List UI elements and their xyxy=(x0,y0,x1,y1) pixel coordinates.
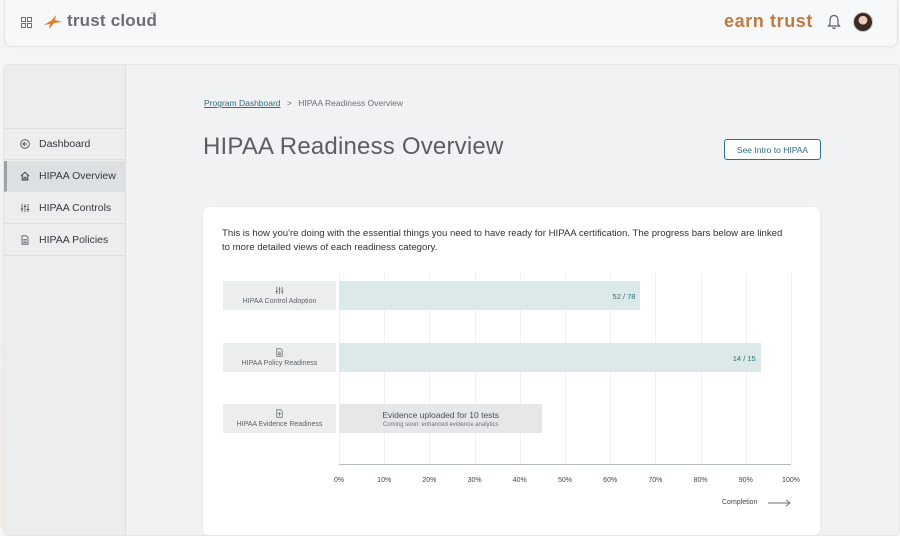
readiness-card: This is how you're doing with the essent… xyxy=(203,207,820,535)
trademark-symbol: ™ xyxy=(150,12,156,18)
card-description: This is how you're doing with the essent… xyxy=(222,228,783,253)
document-icon xyxy=(21,235,29,245)
sidebar-item-hipaa-controls[interactable]: HIPAA Controls xyxy=(4,193,125,224)
sliders-icon xyxy=(275,286,284,295)
progress-bar[interactable]: 52 / 78 xyxy=(339,281,641,310)
main-container: Dashboard HIPAA Overview HIPAA Controls … xyxy=(3,64,900,536)
sidebar-item-hipaa-policies[interactable]: HIPAA Policies xyxy=(4,225,125,256)
x-axis-line xyxy=(339,464,791,465)
gridline xyxy=(791,273,792,464)
top-bar: trust cloud ™ earn trust xyxy=(4,0,898,47)
circle-arrow-left-icon xyxy=(20,139,30,149)
progress-bar[interactable]: 14 / 15 xyxy=(339,343,761,372)
x-axis-label: Completion xyxy=(722,499,758,506)
trustcloud-bird-logo-icon xyxy=(44,15,62,29)
readiness-chart: HIPAA Control Adoption HIPAA Policy Read… xyxy=(203,207,820,535)
home-icon xyxy=(20,171,30,181)
evidence-placeholder: Evidence uploaded for 10 tests Coming so… xyxy=(339,404,543,433)
x-tick-label: 90% xyxy=(738,477,753,484)
x-tick-label: 80% xyxy=(693,477,708,484)
row-label-text: HIPAA Evidence Readiness xyxy=(236,421,323,428)
x-tick-label: 20% xyxy=(422,477,437,484)
breadcrumb-separator: > xyxy=(286,98,292,108)
sidebar-item-label: HIPAA Controls xyxy=(39,202,112,214)
breadcrumb-current: HIPAA Readiness Overview xyxy=(298,98,403,108)
evidence-main-text: Evidence uploaded for 10 tests xyxy=(382,409,500,420)
x-tick-label: 50% xyxy=(557,477,573,484)
bar-value-label: 52 / 78 xyxy=(612,292,636,301)
row-label-text: HIPAA Control Adoption xyxy=(242,298,317,305)
app-grid-icon[interactable] xyxy=(21,17,32,28)
bar-value-label: 14 / 15 xyxy=(732,354,756,363)
partner-logo-text: earn trust xyxy=(723,11,813,31)
x-tick-label: 0% xyxy=(333,477,345,484)
brand-logo-text[interactable]: trust cloud xyxy=(67,11,158,30)
page-title: HIPAA Readiness Overview xyxy=(203,133,504,160)
sliders-icon xyxy=(20,204,30,212)
x-tick-label: 10% xyxy=(377,477,392,484)
breadcrumb: Program Dashboard > HIPAA Readiness Over… xyxy=(204,98,403,108)
x-tick-label: 100% xyxy=(782,477,800,484)
x-tick-label: 60% xyxy=(603,477,618,484)
see-intro-button[interactable]: See Intro to HIPAA xyxy=(724,139,821,160)
row-label-control-adoption[interactable]: HIPAA Control Adoption xyxy=(223,281,336,310)
x-tick-label: 70% xyxy=(648,477,663,484)
row-label-text: HIPAA Policy Readiness xyxy=(241,360,318,367)
sidebar-item-hipaa-overview[interactable]: HIPAA Overview xyxy=(4,161,125,192)
arrow-right-icon xyxy=(768,499,791,507)
user-avatar[interactable] xyxy=(853,12,873,32)
row-label-evidence-readiness[interactable]: HIPAA Evidence Readiness xyxy=(223,404,336,433)
sidebar-item-dashboard[interactable]: Dashboard xyxy=(4,129,125,160)
sidebar-item-label: HIPAA Policies xyxy=(39,234,109,246)
document-upload-icon xyxy=(276,409,283,418)
row-label-policy-readiness[interactable]: HIPAA Policy Readiness xyxy=(223,343,336,372)
notification-bell-icon[interactable] xyxy=(827,14,841,30)
x-tick-label: 40% xyxy=(512,477,527,484)
document-icon xyxy=(276,348,283,357)
sidebar-item-label: Dashboard xyxy=(39,138,91,150)
sidebar-item-label: HIPAA Overview xyxy=(39,170,116,182)
breadcrumb-link-program-dashboard[interactable]: Program Dashboard xyxy=(204,98,281,108)
sidebar: Dashboard HIPAA Overview HIPAA Controls … xyxy=(4,65,126,535)
x-tick-label: 30% xyxy=(467,477,482,484)
evidence-sub-text: Coming soon: enhanced evidence analytics xyxy=(382,421,499,428)
sidebar-divider xyxy=(4,128,125,129)
